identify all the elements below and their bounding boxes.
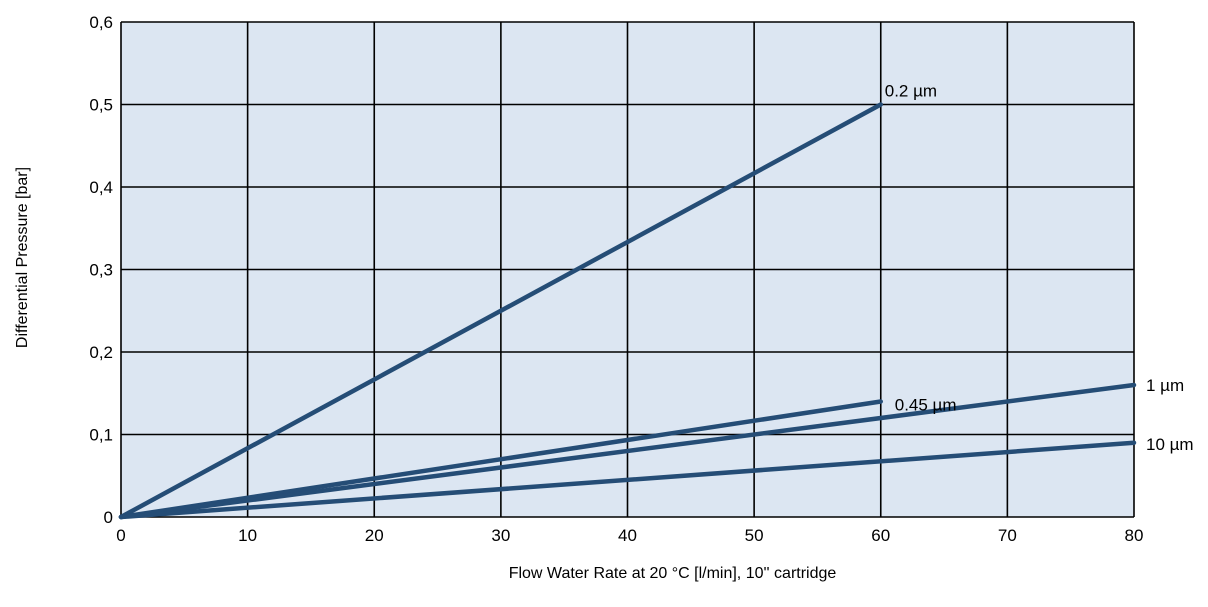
y-axis-title: Differential Pressure [bar] — [14, 167, 31, 348]
series-line — [118, 102, 883, 520]
y-tick-label: 0,6 — [89, 13, 113, 32]
series-label: 0.2 µm — [885, 82, 937, 101]
x-tick-label: 10 — [238, 526, 257, 545]
x-tick-label: 50 — [745, 526, 764, 545]
x-axis-ticks: 0 10 20 30 40 50 60 70 80 — [116, 526, 1143, 545]
x-tick-label: 80 — [1125, 526, 1144, 545]
series-line — [118, 382, 1137, 520]
y-tick-label: 0,3 — [89, 261, 113, 280]
y-tick-label: 0,4 — [89, 178, 113, 197]
y-tick-label: 0 — [104, 508, 113, 527]
y-tick-label: 0,1 — [89, 426, 113, 445]
x-tick-label: 60 — [871, 526, 890, 545]
series-line — [118, 440, 1137, 520]
x-tick-label: 0 — [116, 526, 125, 545]
y-tick-label: 0,5 — [89, 96, 113, 115]
y-axis-ticks: 0 0,1 0,2 0,3 0,4 0,5 0,6 — [89, 13, 113, 527]
y-tick-label: 0,2 — [89, 343, 113, 362]
series-label: 1 µm — [1146, 376, 1184, 395]
x-tick-label: 40 — [618, 526, 637, 545]
x-tick-label: 70 — [998, 526, 1017, 545]
x-tick-label: 30 — [491, 526, 510, 545]
series-lines — [118, 102, 1137, 520]
series-label: 0.45 µm — [895, 396, 957, 415]
x-axis-title: Flow Water Rate at 20 °C [l/min], 10'' c… — [509, 565, 837, 582]
series-labels: 0.2 µm 0.45 µm 1 µm 10 µm — [885, 82, 1194, 454]
series-label: 10 µm — [1146, 435, 1194, 454]
series-line — [118, 399, 883, 520]
grid — [120, 21, 1135, 518]
x-tick-label: 20 — [365, 526, 384, 545]
